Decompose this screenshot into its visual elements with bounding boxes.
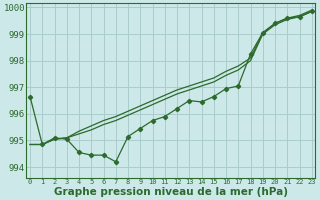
X-axis label: Graphe pression niveau de la mer (hPa): Graphe pression niveau de la mer (hPa) bbox=[54, 187, 288, 197]
